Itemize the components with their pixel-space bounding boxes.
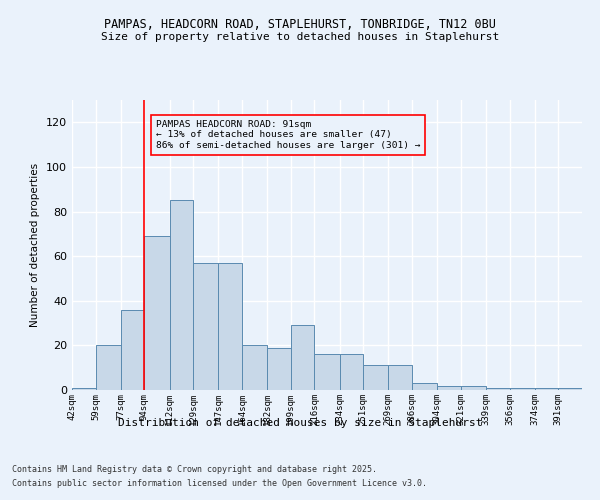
Bar	[145, 236, 170, 390]
Bar	[437, 386, 461, 390]
Bar	[388, 366, 412, 390]
Bar	[193, 263, 218, 390]
Bar	[363, 366, 388, 390]
Bar	[559, 388, 582, 390]
Bar	[170, 200, 193, 390]
Bar	[461, 386, 486, 390]
Bar	[412, 384, 437, 390]
Bar	[291, 326, 314, 390]
Text: PAMPAS, HEADCORN ROAD, STAPLEHURST, TONBRIDGE, TN12 0BU: PAMPAS, HEADCORN ROAD, STAPLEHURST, TONB…	[104, 18, 496, 30]
Y-axis label: Number of detached properties: Number of detached properties	[31, 163, 40, 327]
Bar	[314, 354, 340, 390]
Text: Contains public sector information licensed under the Open Government Licence v3: Contains public sector information licen…	[12, 479, 427, 488]
Bar	[121, 310, 145, 390]
Bar	[509, 388, 535, 390]
Text: Size of property relative to detached houses in Staplehurst: Size of property relative to detached ho…	[101, 32, 499, 42]
Bar	[72, 388, 95, 390]
Text: Contains HM Land Registry data © Crown copyright and database right 2025.: Contains HM Land Registry data © Crown c…	[12, 466, 377, 474]
Bar	[535, 388, 559, 390]
Bar	[486, 388, 509, 390]
Bar	[267, 348, 291, 390]
Bar	[340, 354, 363, 390]
Bar	[218, 263, 242, 390]
Bar	[95, 346, 121, 390]
Text: PAMPAS HEADCORN ROAD: 91sqm
← 13% of detached houses are smaller (47)
86% of sem: PAMPAS HEADCORN ROAD: 91sqm ← 13% of det…	[155, 120, 420, 150]
Bar	[242, 346, 267, 390]
Text: Distribution of detached houses by size in Staplehurst: Distribution of detached houses by size …	[118, 418, 482, 428]
